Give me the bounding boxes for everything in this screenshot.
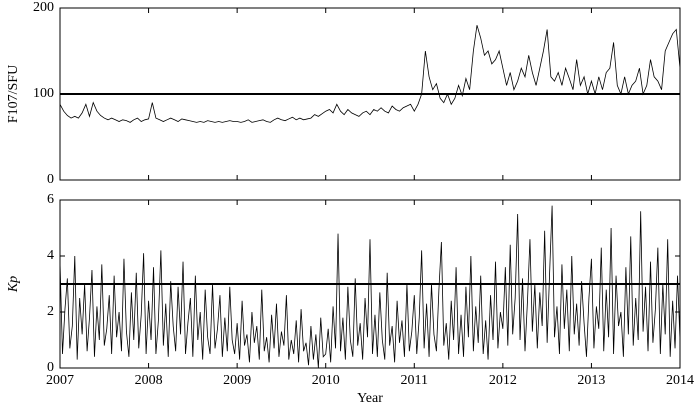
y-tick-label: 200 — [33, 0, 54, 15]
y-tick-label: 100 — [33, 86, 54, 101]
y-tick-label: 4 — [47, 248, 54, 263]
x-axis-label: Year — [357, 391, 383, 406]
x-tick-label: 2008 — [135, 373, 163, 388]
data-line — [59, 205, 681, 369]
y-tick-label: 6 — [47, 192, 54, 207]
x-tick-label: 2014 — [666, 373, 694, 388]
x-tick-label: 2010 — [312, 373, 340, 388]
data-line — [59, 25, 681, 123]
x-tick-label: 2011 — [401, 373, 428, 388]
x-tick-label: 2013 — [577, 373, 605, 388]
y-tick-label: 2 — [47, 304, 54, 319]
y-axis-label: Kp — [6, 276, 21, 293]
x-tick-label: 2007 — [46, 373, 74, 388]
y-axis-label: F107/SFU — [6, 65, 21, 123]
y-tick-label: 0 — [47, 172, 54, 187]
x-tick-label: 2009 — [223, 373, 251, 388]
y-tick-label: 0 — [47, 360, 54, 375]
x-tick-label: 2012 — [489, 373, 517, 388]
